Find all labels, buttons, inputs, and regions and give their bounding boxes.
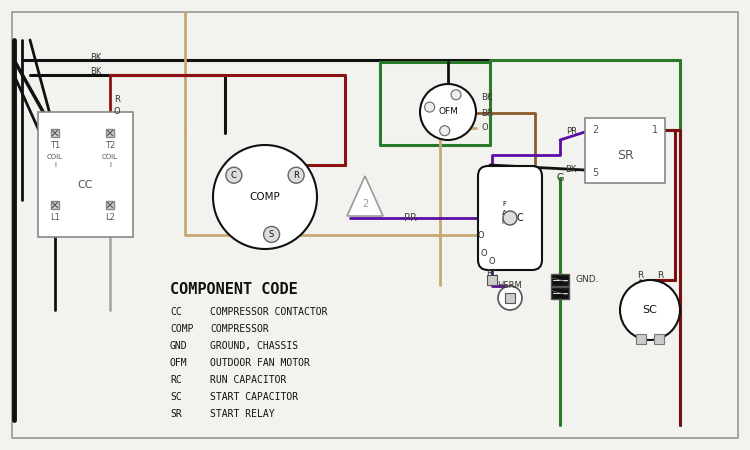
FancyBboxPatch shape [636,334,646,344]
Text: C: C [517,213,524,223]
Text: A: A [502,210,506,216]
Text: 2: 2 [592,125,598,135]
Text: HERM: HERM [498,282,522,291]
FancyBboxPatch shape [654,334,664,344]
Text: C: C [231,171,237,180]
Circle shape [226,167,242,183]
Text: PR: PR [566,127,577,136]
Circle shape [213,145,317,249]
Text: COMPRESSOR CONTACTOR: COMPRESSOR CONTACTOR [210,307,328,317]
FancyBboxPatch shape [505,293,515,303]
Text: COMP: COMP [250,192,280,202]
Circle shape [498,286,522,310]
Text: BK: BK [90,53,101,62]
Text: 2: 2 [362,199,368,209]
Text: BK: BK [90,68,101,76]
Text: GROUND, CHASSIS: GROUND, CHASSIS [210,341,298,351]
Text: T2: T2 [105,141,116,150]
Text: COIL: COIL [47,154,63,160]
Text: START RELAY: START RELAY [210,409,274,419]
Text: O: O [489,256,495,266]
Text: L2: L2 [105,213,115,222]
FancyBboxPatch shape [106,201,114,209]
Text: COMPRESSOR: COMPRESSOR [210,324,268,334]
FancyBboxPatch shape [551,287,569,299]
Text: N: N [501,219,507,225]
Circle shape [420,84,476,140]
Circle shape [440,126,450,136]
Polygon shape [347,176,383,216]
Text: RC: RC [486,269,498,278]
Text: COIL: COIL [102,154,118,160]
FancyBboxPatch shape [487,275,497,285]
FancyBboxPatch shape [106,129,114,137]
Text: 5: 5 [592,168,598,178]
Text: T1: T1 [50,141,60,150]
Text: COMPONENT CODE: COMPONENT CODE [170,282,298,297]
FancyBboxPatch shape [51,201,59,209]
Text: OFM: OFM [170,358,188,368]
Text: L1: L1 [50,213,60,222]
Text: PR: PR [404,213,416,223]
Text: SC: SC [170,392,182,402]
FancyBboxPatch shape [38,112,133,237]
Circle shape [503,211,517,225]
Text: O: O [480,248,487,257]
FancyBboxPatch shape [585,118,665,183]
Text: GND.: GND. [575,275,598,284]
Text: CC: CC [170,307,182,317]
Text: O: O [481,123,488,132]
Text: S: S [269,230,274,239]
Circle shape [451,90,461,100]
Circle shape [288,167,304,183]
Text: OUTDOOR FAN MOTOR: OUTDOOR FAN MOTOR [210,358,310,368]
Text: START CAPACITOR: START CAPACITOR [210,392,298,402]
Circle shape [263,226,280,243]
Text: R: R [657,271,663,280]
Text: SR: SR [170,409,182,419]
Text: C: C [556,174,563,183]
Text: G: G [556,173,564,183]
Text: CC: CC [78,180,93,189]
Text: 1: 1 [652,125,658,135]
FancyBboxPatch shape [51,129,59,137]
Text: COMP: COMP [170,324,194,334]
Text: GND: GND [170,341,188,351]
Text: SR: SR [616,149,633,162]
FancyBboxPatch shape [551,274,569,286]
Text: BK: BK [481,93,492,102]
Text: R: R [637,271,643,280]
Text: O: O [477,230,484,239]
Text: l: l [109,162,111,168]
Circle shape [424,102,435,112]
Text: RC: RC [170,375,182,385]
Text: l: l [54,162,56,168]
Text: SC: SC [643,305,658,315]
Text: OFM: OFM [438,108,458,117]
Circle shape [620,280,680,340]
Text: RUN CAPACITOR: RUN CAPACITOR [210,375,286,385]
Text: F: F [502,201,506,207]
Text: R: R [293,171,299,180]
Text: BK: BK [566,166,577,175]
FancyBboxPatch shape [478,166,542,270]
Text: O: O [114,108,121,117]
Text: R: R [114,95,120,104]
Text: BR: BR [481,108,493,117]
